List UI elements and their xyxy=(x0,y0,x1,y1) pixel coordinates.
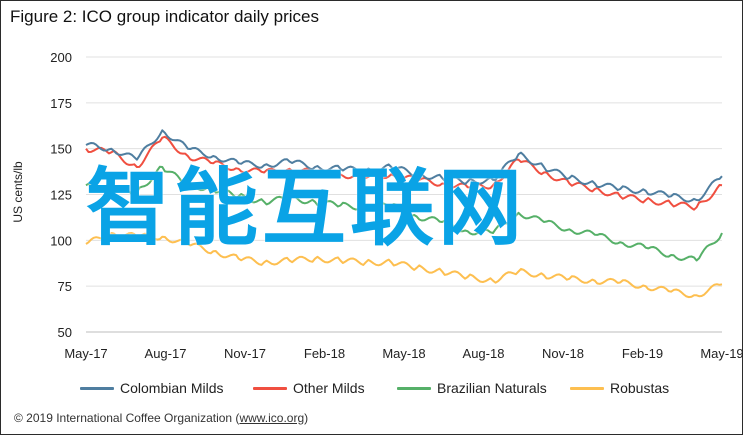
chart-legend: Colombian Milds Other Milds Brazilian Natu… xyxy=(0,380,743,400)
x-tick-label: Aug-18 xyxy=(463,346,505,361)
legend-swatch xyxy=(80,386,114,390)
series-line-other-milds xyxy=(85,135,723,211)
y-tick-label: 75 xyxy=(58,279,72,294)
y-tick-label: 150 xyxy=(50,142,72,157)
series-line-robustas xyxy=(85,232,723,299)
y-axis-label: US cents/lb xyxy=(11,161,25,223)
legend-item-robustas: Robustas xyxy=(570,380,669,396)
x-tick-label: May-19 xyxy=(700,346,743,361)
ico-website-link[interactable]: www.ico.org xyxy=(239,411,305,425)
y-tick-label: 100 xyxy=(50,233,72,248)
y-tick-label: 175 xyxy=(50,96,72,111)
x-tick-label: Aug-17 xyxy=(145,346,187,361)
series-line-brazilian-naturals xyxy=(85,165,723,262)
x-tick-label: Nov-17 xyxy=(224,346,266,361)
legend-item-other-milds: Other Milds xyxy=(253,380,365,396)
copyright-footer: © 2019 International Coffee Organization… xyxy=(14,411,308,425)
legend-item-colombian-milds: Colombian Milds xyxy=(80,380,223,396)
x-tick-label: Feb-19 xyxy=(622,346,663,361)
watermark-overlay: 智能互联网 xyxy=(86,159,527,257)
legend-swatch xyxy=(253,386,287,390)
legend-label: Other Milds xyxy=(293,380,365,396)
legend-swatch xyxy=(397,386,431,390)
series-line-colombian-milds xyxy=(85,129,723,203)
x-tick-label: Nov-18 xyxy=(542,346,584,361)
legend-swatch xyxy=(570,386,604,390)
y-tick-label: 125 xyxy=(50,188,72,203)
x-tick-label: May-17 xyxy=(64,346,107,361)
y-tick-label: 50 xyxy=(58,325,72,340)
footer-text-end: ) xyxy=(304,411,309,425)
footer-text: © 2019 International Coffee Organization… xyxy=(14,411,240,425)
x-tick-label: Feb-18 xyxy=(304,346,345,361)
legend-item-brazilian-naturals: Brazilian Naturals xyxy=(397,380,547,396)
legend-label: Robustas xyxy=(610,380,670,396)
x-tick-label: May-18 xyxy=(382,346,425,361)
y-tick-label: 200 xyxy=(50,50,72,65)
chart-title: Figure 2: ICO group indicator daily pric… xyxy=(10,7,319,26)
legend-label: Colombian Milds xyxy=(120,380,224,396)
legend-label: Brazilian Naturals xyxy=(437,380,547,396)
